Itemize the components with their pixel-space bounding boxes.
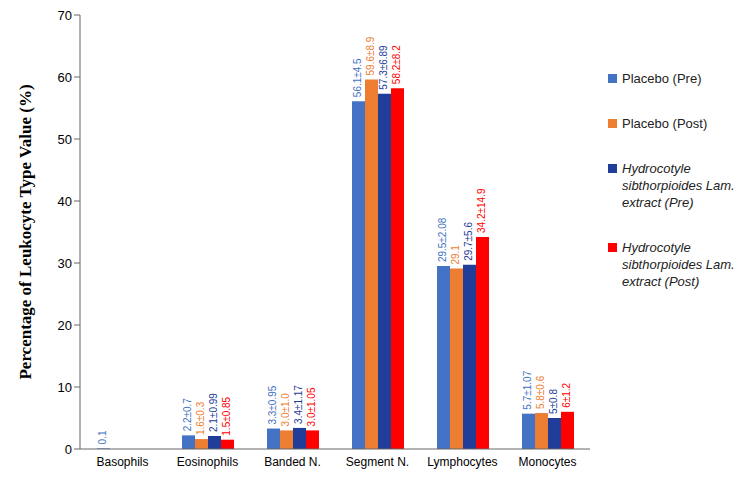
svg-text:3.3±0.95: 3.3±0.95	[267, 385, 278, 424]
svg-text:Basophils: Basophils	[96, 455, 148, 469]
svg-text:5±0.8: 5±0.8	[548, 389, 559, 414]
html-text:Placebo (Post): Placebo (Post)	[622, 116, 708, 131]
svg-text:5.7±1.07: 5.7±1.07	[522, 370, 533, 409]
svg-text:2.2±0.7: 2.2±0.7	[182, 398, 193, 432]
svg-text:70: 70	[58, 8, 72, 23]
svg-text:1.6±0.3: 1.6±0.3	[195, 401, 206, 435]
svg-text:29.5±2.08: 29.5±2.08	[437, 217, 448, 262]
svg-text:0: 0	[65, 442, 72, 457]
svg-text:29.1: 29.1	[450, 245, 461, 265]
svg-text:58.2±8.2: 58.2±8.2	[391, 45, 402, 84]
svg-text:Monocytes: Monocytes	[518, 455, 576, 469]
svg-text:40: 40	[58, 194, 72, 209]
svg-text:Eosinophils: Eosinophils	[177, 455, 238, 469]
svg-text:5.8±0.6: 5.8±0.6	[535, 375, 546, 409]
svg-text:34.2±14.9: 34.2±14.9	[476, 188, 487, 233]
html-text:Hydrocotyle sibthorpioides Lam: Hydrocotyle sibthorpioides Lam. extract …	[622, 240, 735, 289]
html-text:Hydrocotyle sibthorpioides Lam: Hydrocotyle sibthorpioides Lam. extract …	[622, 161, 735, 210]
svg-text:10: 10	[58, 380, 72, 395]
svg-text:57.3±6.89: 57.3±6.89	[378, 45, 389, 90]
svg-text:0.1: 0.1	[97, 430, 108, 444]
svg-text:Percentage of Leukocyte Type V: Percentage of Leukocyte Type Value (%)	[16, 84, 35, 379]
svg-text:6±1.2: 6±1.2	[561, 382, 572, 407]
svg-text:3.0±1.05: 3.0±1.05	[306, 387, 317, 426]
svg-text:Segment N.: Segment N.	[346, 455, 409, 469]
svg-text:56.1±4.5: 56.1±4.5	[352, 58, 363, 97]
svg-text:60: 60	[58, 70, 72, 85]
svg-text:Lymphocytes: Lymphocytes	[427, 455, 497, 469]
svg-text:3.0±1.0: 3.0±1.0	[280, 393, 291, 427]
svg-text:50: 50	[58, 132, 72, 147]
svg-text:30: 30	[58, 256, 72, 271]
svg-text:59.6±8.9: 59.6±8.9	[365, 36, 376, 75]
svg-text:2.1±0.99: 2.1±0.99	[208, 393, 219, 432]
svg-text:1.5±0.85: 1.5±0.85	[221, 396, 232, 435]
svg-text:29.7±5.6: 29.7±5.6	[463, 222, 474, 261]
html-text:Placebo (Pre): Placebo (Pre)	[622, 71, 702, 86]
svg-text:3.4±1.17: 3.4±1.17	[293, 385, 304, 424]
svg-text:Banded N.: Banded N.	[264, 455, 321, 469]
svg-text:20: 20	[58, 318, 72, 333]
